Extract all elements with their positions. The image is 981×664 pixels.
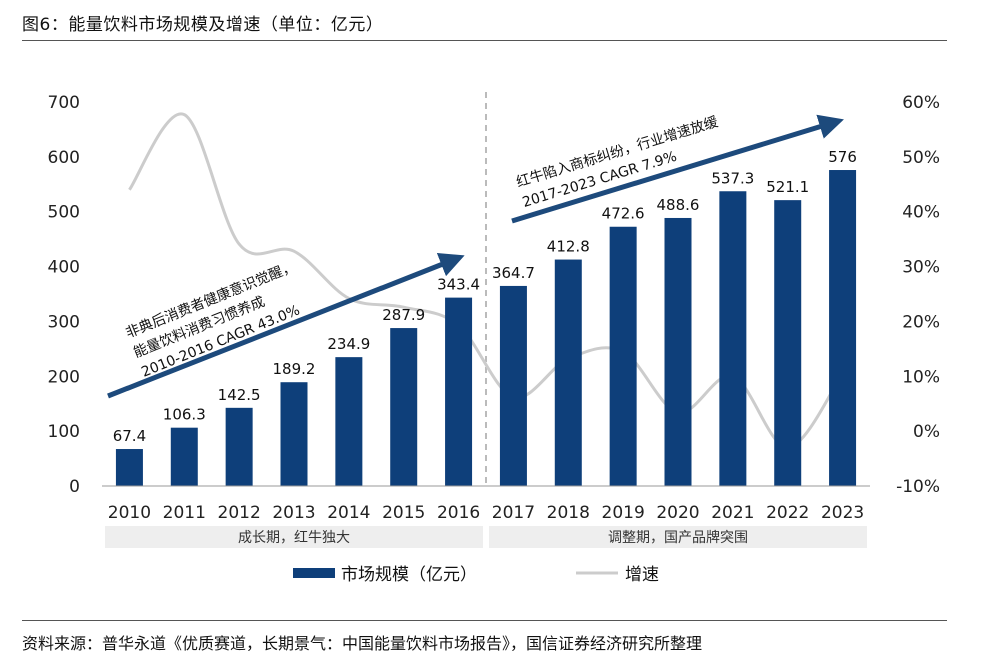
bar-2018: [554, 259, 582, 486]
period-band-1: [105, 526, 483, 548]
left-axis-tick-label: 0: [69, 477, 80, 497]
x-axis-tick-label: 2017: [492, 503, 535, 523]
source-rule: [22, 620, 947, 621]
bar-2011: [170, 427, 198, 486]
left-axis-tick-label: 600: [48, 148, 80, 168]
x-axis-tick-label: 2023: [821, 503, 864, 523]
bar-value-label: 343.4: [437, 276, 480, 294]
bar-2014: [335, 357, 363, 486]
bar-value-label: 537.3: [711, 169, 754, 187]
left-axis-tick-label: 400: [48, 258, 80, 278]
left-axis-tick-label: 500: [48, 203, 80, 223]
period-band-2: [489, 526, 867, 548]
x-axis-tick-label: 2018: [547, 503, 590, 523]
left-axis-tick-label: 100: [48, 422, 80, 442]
bar-value-label: 189.2: [273, 360, 316, 378]
figure-title: 图6：能量饮料市场规模及增速（单位：亿元）: [22, 15, 384, 35]
left-axis-tick-label: 200: [48, 367, 80, 387]
bar-value-label: 364.7: [492, 264, 535, 282]
legend-line-label: 增速: [625, 565, 659, 585]
bar-2019: [609, 226, 637, 486]
period-label-2: 调整期，国产品牌突围: [608, 529, 748, 546]
left-axis-tick-label: 700: [48, 93, 80, 113]
x-axis-tick-label: 2013: [272, 503, 315, 523]
bar-2016: [445, 297, 473, 486]
bar-2013: [280, 382, 308, 486]
bar-value-label: 234.9: [327, 335, 370, 353]
bar-value-label: 67.4: [113, 427, 146, 445]
right-axis-tick-label: 40%: [902, 203, 940, 223]
bar-2012: [225, 407, 253, 486]
x-axis-tick-label: 2022: [766, 503, 809, 523]
x-axis-tick-label: 2016: [437, 503, 480, 523]
source-note: 资料来源：普华永道《优质赛道，长期景气：中国能量饮料市场报告》，国信证券经济研究…: [22, 634, 703, 653]
bar-value-label: 576: [828, 148, 857, 166]
bar-2020: [664, 217, 692, 486]
x-axis-tick-label: 2010: [108, 503, 151, 523]
bar-2023: [829, 170, 857, 486]
x-axis-tick-label: 2020: [656, 503, 699, 523]
legend-bar-swatch: [293, 568, 335, 578]
bar-value-label: 287.9: [382, 306, 425, 324]
title-rule: [22, 40, 947, 41]
bar-value-label: 472.6: [602, 205, 645, 223]
bar-2017: [499, 285, 527, 486]
bar-value-label: 488.6: [657, 196, 700, 214]
x-axis-tick-label: 2011: [163, 503, 206, 523]
x-axis-tick-label: 2021: [711, 503, 754, 523]
x-axis-tick-label: 2014: [327, 503, 370, 523]
right-axis-tick-label: -10%: [896, 477, 940, 497]
right-axis-tick-label: 10%: [902, 367, 940, 387]
x-axis-tick-label: 2019: [602, 503, 645, 523]
trend-arrow-1: [107, 252, 465, 399]
bar-value-label: 106.3: [163, 406, 206, 424]
period-label-1: 成长期，红牛独大: [238, 530, 350, 546]
bar-2015: [390, 328, 418, 486]
right-axis-tick-label: 50%: [902, 148, 940, 168]
left-axis-tick-label: 300: [48, 312, 80, 332]
bar-2021: [719, 191, 747, 487]
x-axis-tick-label: 2012: [218, 503, 261, 523]
bar-value-label: 412.8: [547, 238, 590, 256]
right-axis-tick-label: 20%: [902, 312, 940, 332]
right-axis-tick-label: 30%: [902, 258, 940, 278]
bar-value-label: 142.5: [218, 386, 261, 404]
right-axis-tick-label: 60%: [902, 93, 940, 113]
bar-value-label: 521.1: [766, 178, 809, 196]
trend-arrow-2: [511, 114, 844, 224]
bar-2022: [774, 200, 802, 486]
x-axis-tick-label: 2015: [382, 503, 425, 523]
right-axis-tick-label: 0%: [913, 422, 940, 442]
bar-2010: [115, 449, 143, 486]
legend-bar-label: 市场规模（亿元）: [341, 565, 477, 585]
